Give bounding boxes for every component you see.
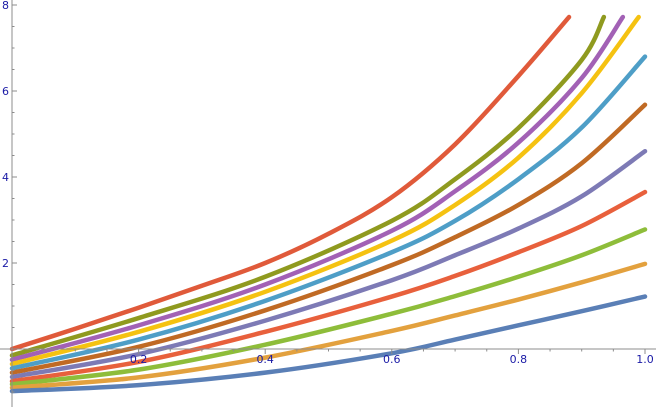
y-tick-label: 8 <box>2 0 9 12</box>
x-tick-label: 0.8 <box>510 353 528 366</box>
y-tick-label: 4 <box>2 171 9 184</box>
series-line-9 <box>9 227 648 387</box>
x-tick-label: 1.0 <box>636 353 654 366</box>
series-line-5 <box>9 54 648 371</box>
series-layer <box>9 14 648 394</box>
y-ticks: 2 4 6 8 <box>2 0 17 393</box>
series-line-1 <box>9 14 572 352</box>
x-tick-label: 0.6 <box>383 353 401 366</box>
series-line-7 <box>9 148 648 380</box>
series-line-10 <box>9 261 648 390</box>
series-line-2 <box>9 14 607 358</box>
series-line-3 <box>9 14 626 362</box>
x-tick-label: 0.2 <box>130 353 148 366</box>
series-line-8 <box>9 189 648 384</box>
y-tick-label: 6 <box>2 85 9 98</box>
series-line-4 <box>9 14 641 367</box>
x-tick-label: 0.4 <box>256 353 274 366</box>
series-line-6 <box>9 102 648 375</box>
x-ticks: 0.2 0.4 0.6 0.8 1.0 <box>43 349 654 366</box>
y-tick-label: 2 <box>2 257 9 270</box>
